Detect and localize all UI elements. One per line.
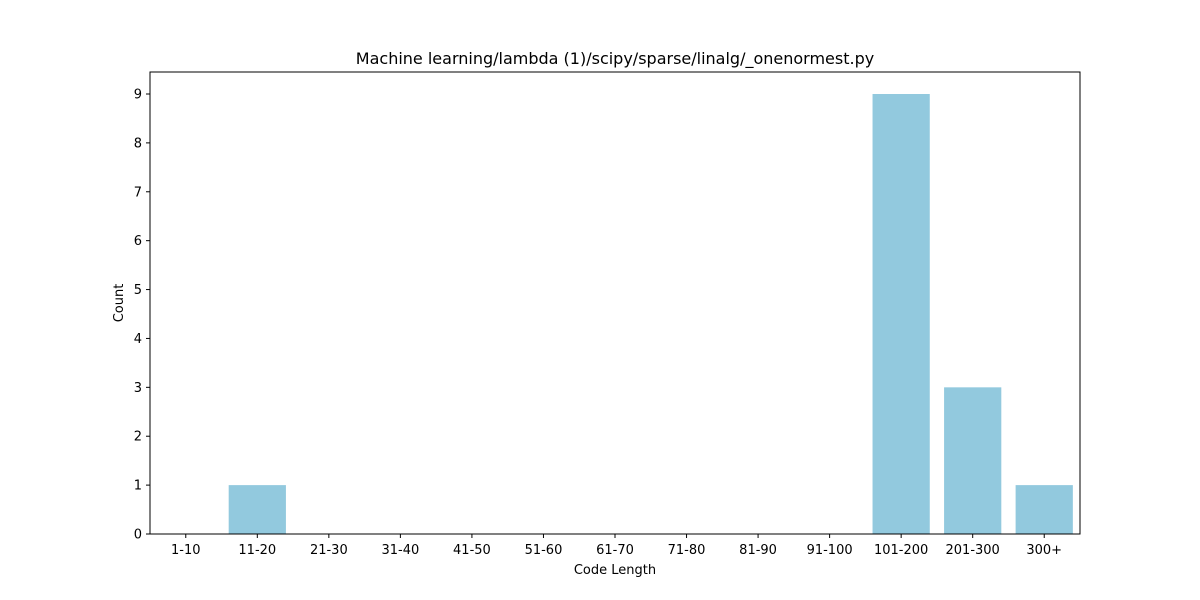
x-tick-label: 101-200 [874, 543, 928, 558]
y-axis: 0 1 2 3 4 5 6 7 8 9 [134, 88, 150, 543]
x-tick-label: 61-70 [596, 543, 634, 558]
x-tick-label: 11-20 [238, 543, 276, 558]
x-tick-label: 81-90 [739, 543, 777, 558]
x-axis-label: Code Length [574, 563, 656, 578]
y-axis-label: Count [112, 284, 127, 323]
y-tick-label: 3 [134, 381, 142, 396]
x-tick-label: 41-50 [453, 543, 491, 558]
bars-group [229, 94, 1073, 534]
x-tick-label: 1-10 [171, 543, 201, 558]
plot-frame [150, 72, 1080, 534]
x-axis: 1-10 11-20 21-30 31-40 41-50 51-60 61-70 71-80 8… [171, 534, 1062, 558]
y-tick-label: 8 [134, 136, 142, 151]
bar-101-200 [873, 94, 930, 534]
x-tick-label: 91-100 [807, 543, 853, 558]
y-tick-label: 2 [134, 430, 142, 445]
y-tick-label: 5 [134, 283, 142, 298]
bar-300+ [1016, 485, 1073, 534]
chart-title: Machine learning/lambda (1)/scipy/sparse… [356, 49, 874, 69]
y-tick-label: 0 [134, 528, 142, 543]
y-tick-label: 4 [134, 332, 142, 347]
y-tick-label: 6 [134, 234, 142, 249]
x-tick-label: 300+ [1026, 543, 1062, 558]
y-tick-label: 1 [134, 479, 142, 494]
y-tick-label: 9 [134, 88, 142, 103]
x-tick-label: 21-30 [310, 543, 348, 558]
x-tick-label: 71-80 [668, 543, 706, 558]
x-tick-label: 201-300 [946, 543, 1000, 558]
bar-201-300 [944, 387, 1001, 534]
x-tick-label: 51-60 [525, 543, 563, 558]
x-tick-label: 31-40 [381, 543, 419, 558]
bar-11-20 [229, 485, 286, 534]
y-tick-label: 7 [134, 185, 142, 200]
